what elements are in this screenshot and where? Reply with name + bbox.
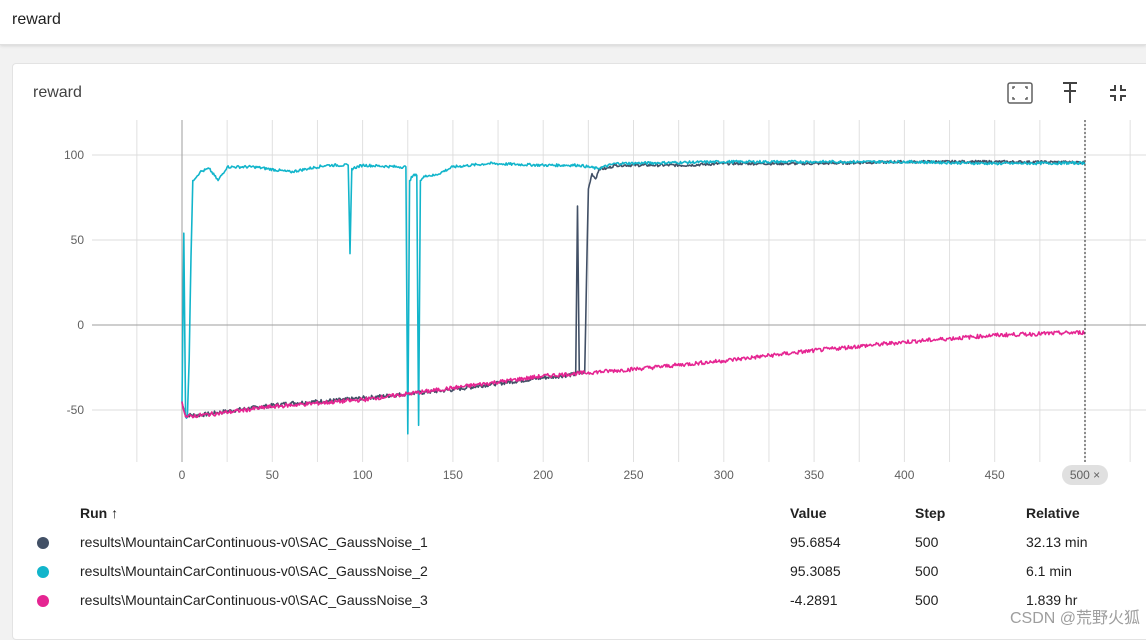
run-relative: 32.13 min	[1026, 534, 1087, 550]
x-tick-label: 450	[985, 468, 1005, 482]
reward-line-chart: 100 50 0 -50 0 50 100 150 200 250 300 350 400 450 500 …	[0, 0, 1146, 500]
y-tick-label: 0	[77, 318, 84, 332]
run-value: -4.2891	[790, 592, 837, 608]
run-name: results\MountainCarContinuous-v0\SAC_Gau…	[80, 563, 428, 579]
run-value: 95.6854	[790, 534, 841, 550]
x-tick-label: 200	[533, 468, 553, 482]
x-tick-label: 150	[443, 468, 463, 482]
x-tick-label: 100	[353, 468, 373, 482]
run-color-dot	[37, 537, 49, 549]
run-name: results\MountainCarContinuous-v0\SAC_Gau…	[80, 592, 428, 608]
x-tick-label: 50	[266, 468, 280, 482]
header-value[interactable]: Value	[790, 505, 827, 521]
watermark: CSDN @荒野火狐	[1010, 604, 1140, 628]
header-relative[interactable]: Relative	[1026, 505, 1080, 521]
x-tick-label: 350	[804, 468, 824, 482]
y-tick-label: -50	[67, 403, 85, 417]
run-value: 95.3085	[790, 563, 841, 579]
header-step[interactable]: Step	[915, 505, 945, 521]
x-tick-label: 0	[179, 468, 186, 482]
run-color-dot	[37, 595, 49, 607]
run-name: results\MountainCarContinuous-v0\SAC_Gau…	[80, 534, 428, 550]
run-step: 500	[915, 592, 938, 608]
run-relative: 6.1 min	[1026, 563, 1072, 579]
y-tick-label: 50	[71, 233, 85, 247]
header-run[interactable]: Run ↑	[80, 505, 118, 521]
x-tick-label: 300	[714, 468, 734, 482]
x-tick-label: 400	[894, 468, 914, 482]
x-tick-label: 250	[623, 468, 643, 482]
hover-step-label: 500 ×	[1070, 468, 1100, 482]
run-color-dot	[37, 566, 49, 578]
run-step: 500	[915, 563, 938, 579]
run-step: 500	[915, 534, 938, 550]
y-tick-label: 100	[64, 148, 84, 162]
